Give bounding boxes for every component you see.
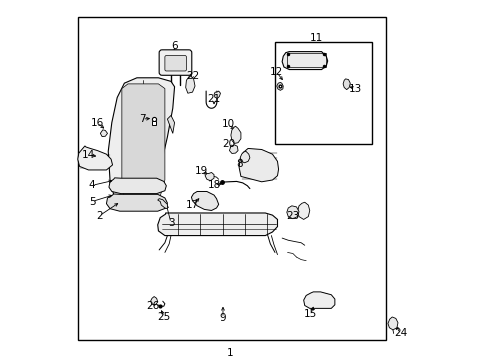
Polygon shape: [150, 297, 158, 305]
Text: 12: 12: [269, 67, 283, 77]
Text: 13: 13: [348, 84, 362, 94]
Text: 9: 9: [219, 313, 226, 323]
Polygon shape: [100, 130, 107, 136]
Polygon shape: [204, 172, 214, 181]
Text: 26: 26: [146, 301, 160, 311]
Text: 16: 16: [91, 118, 104, 127]
Text: 2: 2: [96, 211, 102, 221]
Polygon shape: [303, 292, 334, 309]
Polygon shape: [158, 213, 277, 235]
Polygon shape: [167, 116, 174, 133]
Text: 20: 20: [222, 139, 234, 149]
Text: 19: 19: [194, 166, 208, 176]
Text: 1: 1: [226, 348, 233, 358]
Text: 11: 11: [309, 33, 322, 43]
Text: 10: 10: [222, 120, 234, 129]
Text: 14: 14: [81, 150, 95, 160]
Polygon shape: [297, 202, 309, 220]
Text: 6: 6: [171, 41, 178, 50]
FancyBboxPatch shape: [164, 55, 186, 71]
Bar: [78, 17, 386, 339]
Polygon shape: [158, 199, 167, 209]
Polygon shape: [108, 78, 174, 205]
Text: 22: 22: [185, 71, 199, 81]
Polygon shape: [106, 194, 167, 211]
Text: 24: 24: [393, 328, 407, 338]
Polygon shape: [109, 178, 166, 194]
Polygon shape: [239, 148, 278, 182]
Polygon shape: [78, 146, 112, 170]
Polygon shape: [185, 75, 195, 93]
Polygon shape: [229, 145, 238, 153]
Polygon shape: [343, 79, 349, 90]
FancyBboxPatch shape: [159, 50, 191, 75]
Polygon shape: [282, 51, 327, 69]
Polygon shape: [230, 126, 241, 143]
Bar: [274, 42, 371, 144]
Text: 5: 5: [89, 197, 95, 207]
Text: 17: 17: [185, 200, 199, 210]
Text: 25: 25: [157, 312, 170, 322]
Polygon shape: [122, 84, 164, 200]
Text: 21: 21: [207, 94, 220, 104]
Polygon shape: [387, 317, 397, 330]
Text: 8: 8: [235, 159, 242, 169]
Text: 18: 18: [207, 180, 220, 190]
Text: 4: 4: [89, 180, 95, 190]
Text: 3: 3: [167, 218, 174, 228]
Polygon shape: [286, 206, 298, 219]
Text: 15: 15: [304, 310, 317, 319]
Polygon shape: [191, 192, 218, 211]
Bar: [286, 53, 325, 67]
Text: 7: 7: [139, 114, 145, 124]
Polygon shape: [276, 82, 283, 90]
Text: 23: 23: [285, 211, 299, 221]
Polygon shape: [240, 151, 249, 163]
Polygon shape: [214, 91, 220, 98]
